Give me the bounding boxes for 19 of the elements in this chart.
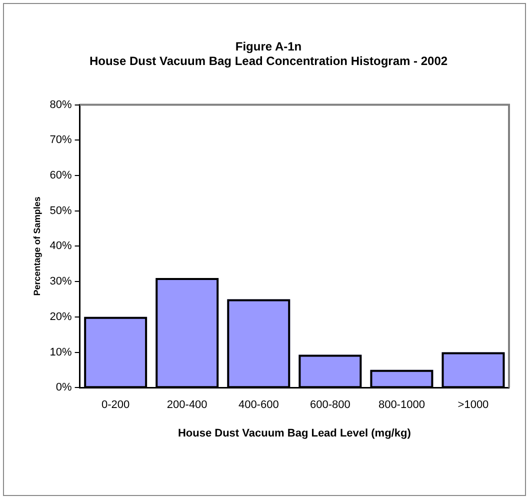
y-tick-label: 70% (50, 134, 72, 146)
y-tick-label: 60% (50, 170, 72, 182)
x-tick-label: >1000 (458, 399, 489, 412)
x-tick-label: 400-600 (238, 399, 279, 412)
x-tick-label: 0-200 (102, 399, 130, 412)
y-axis-title: Percentage of Samples (32, 196, 42, 296)
x-tick-label: 800-1000 (378, 399, 425, 412)
x-axis-title: House Dust Vacuum Bag Lead Level (mg/kg) (178, 427, 412, 440)
y-tick-label: 80% (50, 98, 72, 111)
x-tick-label: 600-800 (310, 399, 350, 412)
y-tick-label: 40% (50, 240, 72, 252)
chart-subtitle: House Dust Vacuum Bag Lead Concentration Histogram - 2002 (89, 54, 448, 68)
chart-title: Figure A-1n (235, 40, 302, 54)
y-tick-label: 30% (50, 276, 72, 288)
y-tick-label: 10% (50, 346, 72, 358)
y-tick-label: 50% (50, 204, 72, 217)
y-tick-label: 0% (56, 382, 72, 394)
x-tick-label: 200-400 (166, 399, 208, 412)
y-tick-label: 20% (50, 310, 72, 323)
